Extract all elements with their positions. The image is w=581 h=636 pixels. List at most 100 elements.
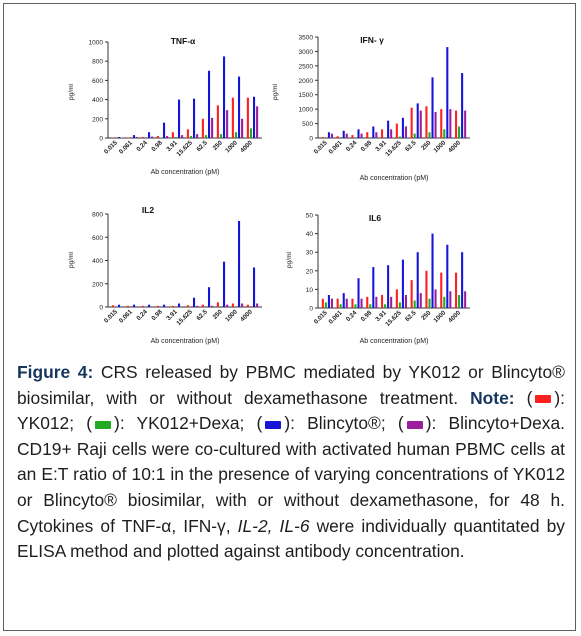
caption-il-terms: IL-2, IL-6: [237, 515, 310, 536]
bar: [369, 304, 372, 308]
bar: [231, 303, 234, 307]
bar: [162, 304, 166, 307]
bar: [428, 132, 431, 138]
bar: [425, 106, 428, 138]
bar: [434, 289, 437, 308]
x-tick-label: 1000: [432, 139, 447, 154]
chart-title: IFN- γ: [360, 35, 384, 45]
caption-key-2: ): YK012+Dexa; (: [114, 413, 263, 434]
bar: [181, 306, 184, 307]
bar: [192, 297, 196, 307]
x-tick-label: 250: [420, 139, 433, 152]
bar: [351, 135, 354, 138]
bar: [440, 272, 443, 308]
bar: [357, 278, 360, 308]
bar: [381, 294, 384, 308]
bar: [390, 296, 393, 308]
bar: [384, 304, 387, 308]
bar: [246, 304, 249, 307]
bar: [398, 302, 401, 308]
x-tick-label: 62.5: [195, 308, 209, 322]
chart-title: TNF-α: [171, 36, 196, 46]
bar: [162, 122, 166, 138]
bar: [181, 135, 184, 138]
caption-key-open: (: [514, 387, 533, 408]
bar: [252, 96, 256, 138]
bar: [171, 305, 174, 307]
bar: [201, 304, 204, 307]
bar: [461, 73, 464, 138]
bar: [360, 298, 363, 308]
bar: [132, 135, 136, 138]
bar: [395, 289, 398, 308]
bar: [166, 306, 169, 307]
y-tick-label: 400: [92, 97, 103, 104]
y-tick-label: 50: [306, 213, 314, 220]
chart-title: IL6: [369, 213, 382, 223]
bar: [336, 298, 339, 308]
bar: [207, 287, 211, 307]
bar: [401, 117, 404, 138]
bar: [375, 132, 378, 138]
x-tick-label: 0.061: [118, 139, 134, 155]
bar: [443, 296, 446, 308]
bar: [446, 47, 449, 138]
caption-key-1: ): YK012; (: [17, 387, 566, 434]
x-tick-label: 4000: [447, 309, 462, 324]
bar: [449, 291, 452, 308]
x-tick-label: 250: [212, 308, 225, 321]
bar: [398, 136, 401, 138]
y-axis-label: pg/ml: [68, 252, 75, 268]
bar: [458, 126, 461, 138]
bar: [327, 294, 330, 308]
bar: [132, 304, 136, 307]
bar: [443, 129, 446, 138]
x-tick-label: 0.061: [328, 139, 344, 155]
y-tick-label: 800: [92, 59, 103, 66]
bar: [147, 304, 151, 307]
bar: [342, 293, 345, 308]
bar: [428, 298, 431, 308]
x-tick-label: 0.98: [360, 139, 374, 153]
caption-lead: Figure 4:: [17, 362, 94, 382]
y-tick-label: 1500: [299, 92, 314, 99]
bar: [204, 135, 208, 138]
bar: [196, 305, 199, 307]
bar: [431, 233, 434, 308]
bar: [404, 126, 407, 138]
x-tick-label: 0.015: [103, 308, 119, 324]
x-tick-label: 15.625: [384, 309, 403, 328]
caption-tail: were individually quantitated by ELISA m…: [17, 515, 565, 562]
bar: [177, 99, 181, 138]
x-tick-label: 1000: [432, 309, 447, 324]
bar: [246, 97, 249, 138]
bar: [156, 136, 159, 138]
bar: [147, 132, 151, 138]
bar: [330, 298, 333, 308]
bar: [458, 294, 461, 308]
bar: [366, 296, 369, 308]
y-tick-label: 800: [92, 212, 103, 219]
x-tick-label: 250: [420, 309, 433, 322]
x-tick-label: 1000: [224, 139, 239, 154]
bar: [360, 133, 363, 138]
x-axis-label: Ab concentration (pM): [151, 338, 220, 345]
bar: [241, 118, 244, 138]
bar: [342, 130, 345, 138]
bar: [413, 300, 416, 308]
y-tick-label: 400: [92, 258, 103, 265]
x-tick-label: 0.98: [150, 308, 164, 322]
y-tick-label: 2000: [299, 78, 314, 85]
x-tick-label: 0.015: [313, 139, 329, 155]
x-tick-label: 0.061: [118, 308, 134, 324]
y-tick-label: 0: [309, 306, 313, 313]
x-tick-label: 0.24: [345, 309, 359, 323]
bar: [375, 296, 378, 308]
x-tick-label: 0.24: [135, 308, 149, 322]
x-tick-label: 0.015: [313, 309, 329, 325]
y-axis-label: pg/ml: [272, 84, 279, 100]
bar: [387, 265, 390, 308]
bar: [136, 306, 139, 307]
x-tick-label: 0.98: [150, 139, 164, 153]
bar: [455, 110, 458, 138]
